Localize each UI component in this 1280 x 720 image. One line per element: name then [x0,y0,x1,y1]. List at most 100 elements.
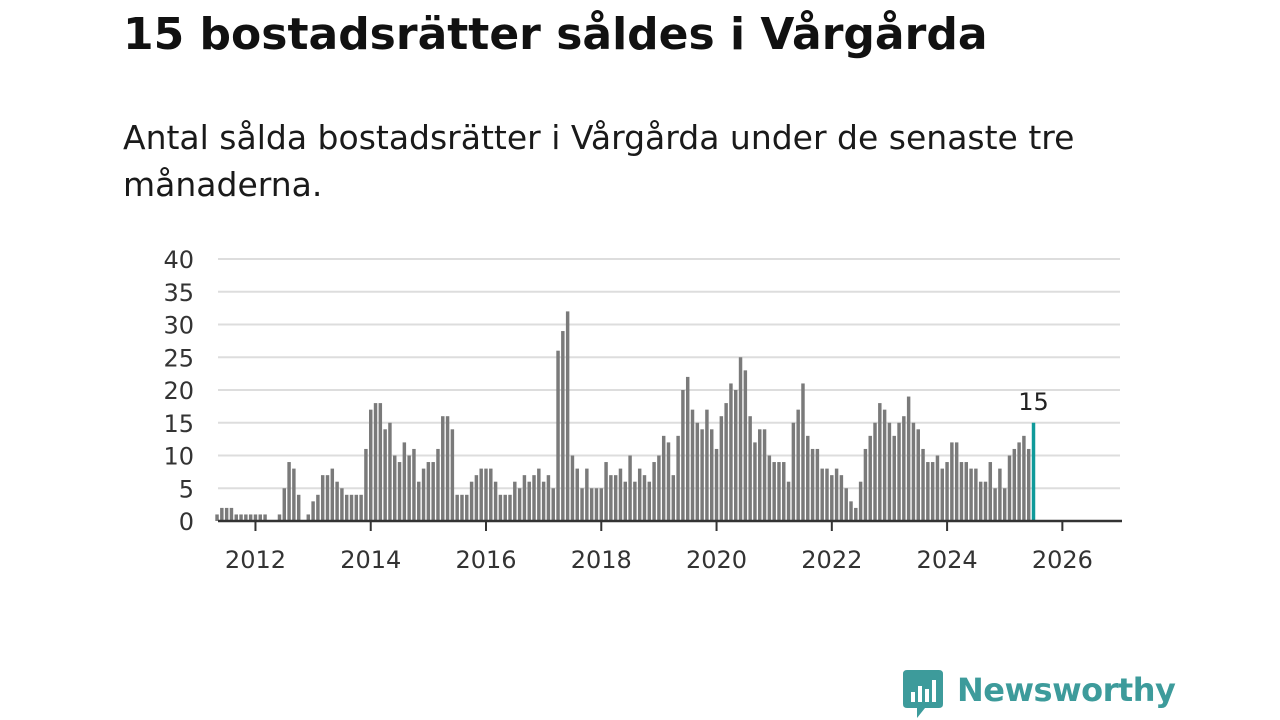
bar [974,468,978,521]
bar [604,462,608,521]
bar [945,462,949,521]
bar [652,462,656,521]
bar [1017,442,1021,521]
bar [503,494,507,521]
bar [786,481,791,521]
x-tick-label: 2020 [686,546,747,574]
bar [493,481,498,521]
y-tick-label: 5 [179,475,194,503]
bar [1007,455,1012,521]
bar [397,462,402,521]
y-tick-label: 25 [163,344,194,372]
y-tick-label: 15 [163,410,194,438]
bar [772,462,776,521]
bar [580,488,584,521]
bar [988,462,993,521]
bar [234,514,238,521]
bar [565,311,570,521]
bar [599,488,603,521]
bar [681,390,685,521]
bar [253,514,258,521]
bar [215,514,219,521]
bar [930,462,935,521]
bar [378,403,383,521]
x-tick-label: 2018 [571,546,632,574]
bar [777,462,781,521]
bar [873,422,877,521]
bar [484,468,488,521]
x-tick-label: 2026 [1032,546,1093,574]
bar [498,494,503,521]
bar [729,383,733,521]
bar [489,468,493,521]
bar [609,475,613,521]
bar [858,481,863,521]
chart-headline: 15 bostadsrätter såldes i Vårgårda [123,9,988,60]
bar [1022,435,1026,521]
x-tick-label: 2016 [455,546,516,574]
chart-subtitle: Antal sålda bostadsrätter i Vårgårda und… [123,118,1075,204]
bar [426,462,431,521]
bar [441,416,445,521]
y-tick-label: 20 [163,377,194,405]
bar [676,435,680,521]
bar [248,514,253,521]
x-tick-label: 2012 [225,546,286,574]
bar [998,468,1002,521]
highlight-value-label: 15 [1018,388,1049,416]
y-tick-label: 0 [179,508,194,536]
bar [541,481,546,521]
bar [585,468,589,521]
bar [849,501,853,521]
bar [570,455,575,521]
bar [796,409,800,521]
bar [830,475,834,521]
bar [349,494,354,521]
bar [224,507,229,521]
bar [902,416,906,521]
bar [335,481,339,521]
bar [556,350,560,521]
bar [863,448,868,521]
bar [330,468,335,521]
bar [633,481,637,521]
bar [258,514,262,521]
bar [436,448,440,521]
bar [758,429,762,521]
bar [340,488,344,521]
bar [882,409,887,521]
bar [690,409,695,521]
y-tick-label: 35 [163,279,194,307]
bar [479,468,483,521]
bar [854,507,858,521]
bar [637,468,642,521]
bar [263,514,267,521]
bar [767,455,772,521]
bar [292,468,296,521]
bar [287,462,291,521]
bar [926,462,930,521]
bar [753,442,757,521]
bar [1002,488,1007,521]
bar [762,429,767,521]
bar [532,475,536,521]
bar [575,468,579,521]
bar [724,403,728,521]
bar [455,494,459,521]
bar [369,409,373,521]
bar [897,422,901,521]
bar [940,468,944,521]
bar [671,475,676,521]
bar [892,435,896,521]
bar [839,475,844,521]
bar [647,481,652,521]
bar [282,488,287,521]
bar [911,422,916,521]
bar [959,462,964,521]
bar [344,494,349,521]
bar [964,462,968,521]
bar [517,488,522,521]
y-tick-label: 10 [163,443,194,471]
bar [407,455,411,521]
